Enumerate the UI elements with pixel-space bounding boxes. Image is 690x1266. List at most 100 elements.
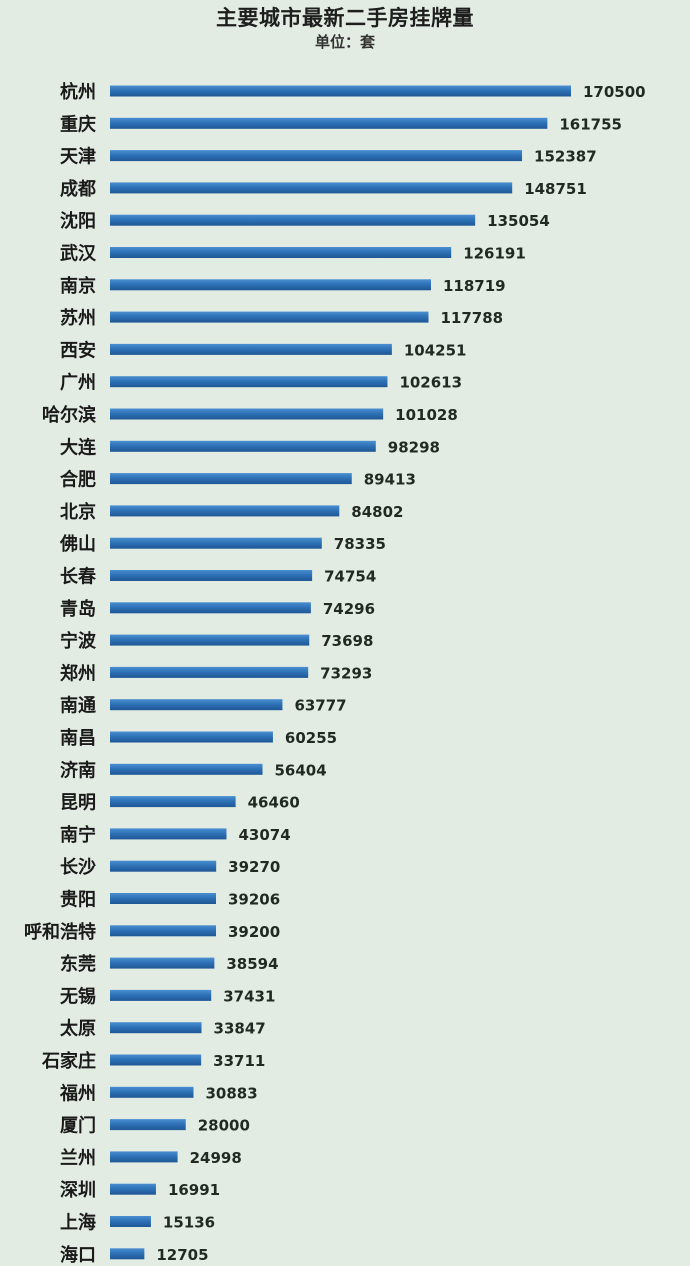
value-label: 16991: [168, 1181, 220, 1199]
value-label: 104251: [404, 341, 467, 359]
value-label: 101028: [395, 406, 458, 424]
bar: [110, 408, 384, 420]
category-label: 重庆: [60, 113, 96, 135]
bar: [110, 279, 431, 291]
category-label: 石家庄: [41, 1050, 96, 1072]
value-label: 78335: [334, 535, 386, 553]
bar: [110, 1183, 156, 1195]
value-label: 24998: [190, 1149, 242, 1167]
value-label: 152387: [534, 148, 597, 166]
category-label: 佛山: [59, 533, 96, 555]
value-label: 148751: [524, 180, 587, 198]
bar: [110, 1022, 202, 1034]
value-label: 135054: [487, 212, 550, 230]
bar: [110, 214, 476, 226]
bar: [110, 893, 217, 904]
category-label: 沈阳: [60, 210, 96, 232]
category-label: 厦门: [60, 1115, 96, 1137]
category-label: 武汉: [60, 244, 97, 265]
bar: [110, 666, 309, 678]
bar: [110, 473, 352, 485]
category-label: 呼和浩特: [24, 921, 96, 943]
bar: [110, 182, 513, 194]
category-label: 南京: [60, 275, 96, 297]
category-label: 福州: [59, 1082, 96, 1104]
bar: [110, 699, 283, 711]
category-label: 东莞: [60, 953, 96, 975]
value-label: 33711: [213, 1052, 265, 1070]
value-label: 43074: [238, 826, 290, 844]
bar: [110, 634, 310, 646]
bar: [110, 1151, 178, 1163]
value-label: 60255: [285, 729, 337, 747]
bar: [110, 957, 215, 969]
value-label: 74754: [324, 568, 376, 586]
value-label: 73698: [321, 632, 373, 650]
category-label: 苏州: [60, 307, 96, 329]
value-label: 118719: [443, 277, 506, 295]
category-label: 宁波: [60, 630, 97, 652]
bars-layer: 杭州 170500 重庆 161755 天津 152387 成都 148751 沈阳 135054…: [24, 81, 646, 1266]
bar: [110, 828, 227, 840]
category-label: 昆明: [60, 793, 96, 814]
category-label: 海口: [60, 1244, 96, 1266]
value-label: 170500: [583, 83, 646, 101]
value-label: 39200: [228, 923, 280, 941]
bar: [110, 1248, 145, 1260]
category-label: 北京: [60, 501, 96, 523]
category-label: 深圳: [60, 1179, 96, 1201]
category-label: 济南: [60, 759, 96, 781]
category-label: 杭州: [60, 81, 96, 103]
bar: [110, 117, 548, 129]
bar: [110, 85, 571, 97]
chart-title: 主要城市最新二手房挂牌量: [216, 6, 474, 30]
value-label: 74296: [323, 600, 375, 618]
category-label: 天津: [60, 146, 96, 168]
value-label: 15136: [163, 1214, 215, 1232]
bar: [110, 1054, 202, 1066]
chart-subtitle: 单位：套: [314, 33, 375, 51]
value-label: 37431: [223, 987, 275, 1005]
category-label: 合肥: [60, 469, 96, 491]
value-label: 46460: [248, 794, 300, 812]
value-label: 126191: [463, 245, 526, 263]
category-label: 无锡: [60, 985, 96, 1007]
value-label: 89413: [364, 471, 416, 489]
bar: [110, 440, 376, 452]
bar: [110, 731, 273, 743]
bar: [110, 505, 340, 517]
value-label: 39270: [228, 858, 280, 876]
value-label: 38594: [226, 955, 278, 973]
value-label: 30883: [206, 1084, 258, 1102]
bar: [110, 1119, 186, 1131]
value-label: 63777: [294, 697, 346, 715]
category-label: 郑州: [60, 662, 96, 684]
category-label: 南通: [60, 695, 96, 717]
bar: [110, 925, 216, 937]
bar: [110, 376, 388, 388]
category-label: 成都: [60, 178, 96, 200]
value-label: 117788: [440, 309, 503, 327]
bar: [110, 860, 217, 872]
category-label: 青岛: [60, 598, 96, 620]
category-label: 太原: [60, 1018, 96, 1040]
value-label: 56404: [275, 761, 327, 779]
category-label: 南宁: [60, 824, 96, 846]
bar: [110, 537, 322, 549]
value-label: 161755: [559, 115, 622, 133]
bar: [110, 343, 392, 355]
category-label: 兰州: [60, 1147, 96, 1169]
category-label: 南昌: [60, 727, 96, 749]
bar: [110, 1216, 151, 1227]
value-label: 84802: [351, 503, 403, 521]
bar: [110, 989, 212, 1001]
category-label: 上海: [60, 1212, 96, 1234]
value-label: 28000: [198, 1117, 250, 1135]
bar: [110, 247, 452, 258]
category-label: 长沙: [60, 857, 96, 878]
value-label: 73293: [320, 664, 372, 682]
category-label: 广州: [60, 372, 96, 394]
value-label: 33847: [214, 1020, 266, 1038]
bar: [110, 796, 236, 808]
